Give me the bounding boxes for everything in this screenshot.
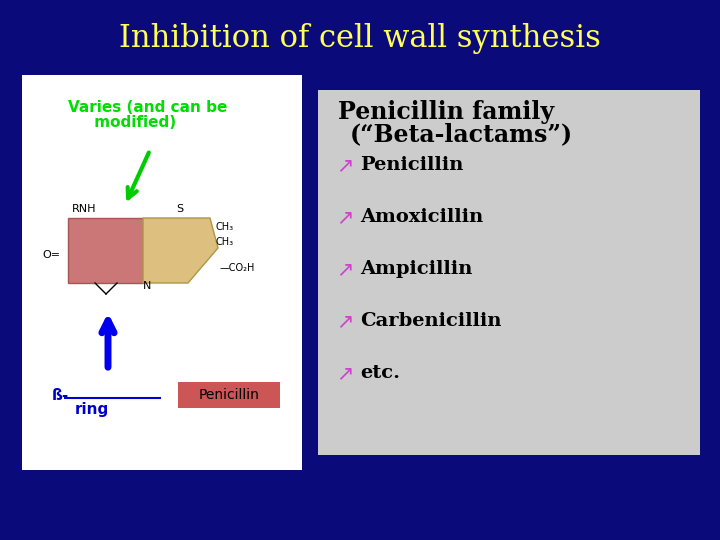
Text: Penicillin: Penicillin xyxy=(199,388,259,402)
Text: CH₃: CH₃ xyxy=(215,237,233,247)
Text: N: N xyxy=(143,281,151,291)
Text: CH₃: CH₃ xyxy=(215,222,233,232)
Text: ↗: ↗ xyxy=(336,311,354,331)
Text: ↗: ↗ xyxy=(336,363,354,383)
Text: ß-: ß- xyxy=(52,388,69,403)
Text: Varies (and can be: Varies (and can be xyxy=(68,100,228,115)
Polygon shape xyxy=(143,218,218,283)
Text: ↗: ↗ xyxy=(336,155,354,175)
Bar xyxy=(68,218,143,283)
Text: O=: O= xyxy=(42,250,60,260)
Text: ↗: ↗ xyxy=(336,259,354,279)
Text: S: S xyxy=(176,204,183,214)
Text: Ampicillin: Ampicillin xyxy=(360,260,472,278)
Text: Penicillin family: Penicillin family xyxy=(338,100,554,124)
Text: ↗: ↗ xyxy=(336,207,354,227)
Bar xyxy=(178,382,280,408)
Text: (“Beta-lactams”): (“Beta-lactams”) xyxy=(350,122,573,146)
Text: Amoxicillin: Amoxicillin xyxy=(360,208,483,226)
Text: Penicillin: Penicillin xyxy=(360,156,464,174)
Text: Carbenicillin: Carbenicillin xyxy=(360,312,502,330)
Text: etc.: etc. xyxy=(360,364,400,382)
Text: RNH: RNH xyxy=(72,204,96,214)
Bar xyxy=(22,75,302,470)
Text: —CO₂H: —CO₂H xyxy=(220,263,256,273)
Text: ring: ring xyxy=(75,402,109,417)
Text: Inhibition of cell wall synthesis: Inhibition of cell wall synthesis xyxy=(119,23,601,53)
Text: modified): modified) xyxy=(68,115,176,130)
Bar xyxy=(318,90,700,455)
